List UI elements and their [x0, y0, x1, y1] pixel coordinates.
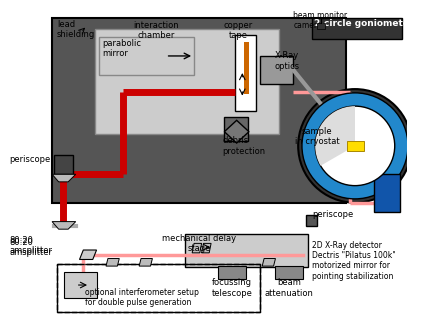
Polygon shape [106, 258, 119, 266]
Bar [54, 155, 73, 174]
Bar [218, 266, 246, 279]
Bar [274, 266, 303, 279]
Bar [64, 272, 98, 298]
Text: lead
shielding: lead shielding [57, 20, 95, 39]
Bar [57, 264, 260, 312]
Text: 80:20
amsplitter: 80:20 amsplitter [9, 238, 52, 257]
Text: mechanical delay
stage: mechanical delay stage [162, 234, 236, 253]
Bar [347, 141, 365, 151]
Polygon shape [262, 258, 276, 266]
Text: beam
attenuation: beam attenuation [264, 278, 313, 298]
Polygon shape [139, 258, 152, 266]
Text: parabolic
mirror: parabolic mirror [102, 39, 141, 58]
Text: periscope: periscope [312, 210, 353, 219]
Bar [317, 23, 325, 28]
Text: focussing
telescope: focussing telescope [212, 278, 252, 298]
Polygon shape [52, 174, 76, 182]
Text: sample
in cryostat: sample in cryostat [295, 127, 339, 146]
Bar [374, 174, 400, 212]
Text: periscope: periscope [9, 155, 50, 164]
Text: X-Ray
optics: X-Ray optics [274, 51, 300, 71]
Text: 2-circle goniometer: 2-circle goniometer [314, 19, 414, 28]
Bar [57, 264, 260, 312]
Polygon shape [224, 120, 249, 143]
Text: debris
protection: debris protection [222, 136, 266, 156]
Text: 80:20
amsplitter: 80:20 amsplitter [9, 236, 52, 255]
Bar [244, 42, 249, 94]
Bar [52, 18, 346, 203]
Bar [306, 215, 317, 226]
Bar [224, 118, 248, 141]
Polygon shape [202, 243, 211, 253]
Text: optional interferometer setup
for double pulse generation: optional interferometer setup for double… [85, 288, 199, 307]
Bar [235, 35, 255, 111]
Bar [312, 18, 402, 39]
Text: interaction
chamber: interaction chamber [133, 21, 179, 40]
Text: 2D X-Ray detector
Dectris "Pilatus 100k"
motorized mirror for
pointing stabiliza: 2D X-Ray detector Dectris "Pilatus 100k"… [312, 241, 396, 281]
Polygon shape [192, 243, 202, 253]
Bar [99, 37, 194, 75]
Polygon shape [52, 222, 76, 229]
Polygon shape [80, 250, 97, 259]
Text: beam monitor
camera: beam monitor camera [293, 11, 347, 30]
Circle shape [298, 89, 412, 203]
Text: copper
tape: copper tape [224, 21, 253, 40]
Circle shape [302, 93, 408, 199]
Bar [260, 56, 293, 84]
Bar [95, 29, 279, 134]
Circle shape [315, 106, 395, 186]
Wedge shape [315, 106, 355, 166]
Bar [184, 234, 307, 267]
